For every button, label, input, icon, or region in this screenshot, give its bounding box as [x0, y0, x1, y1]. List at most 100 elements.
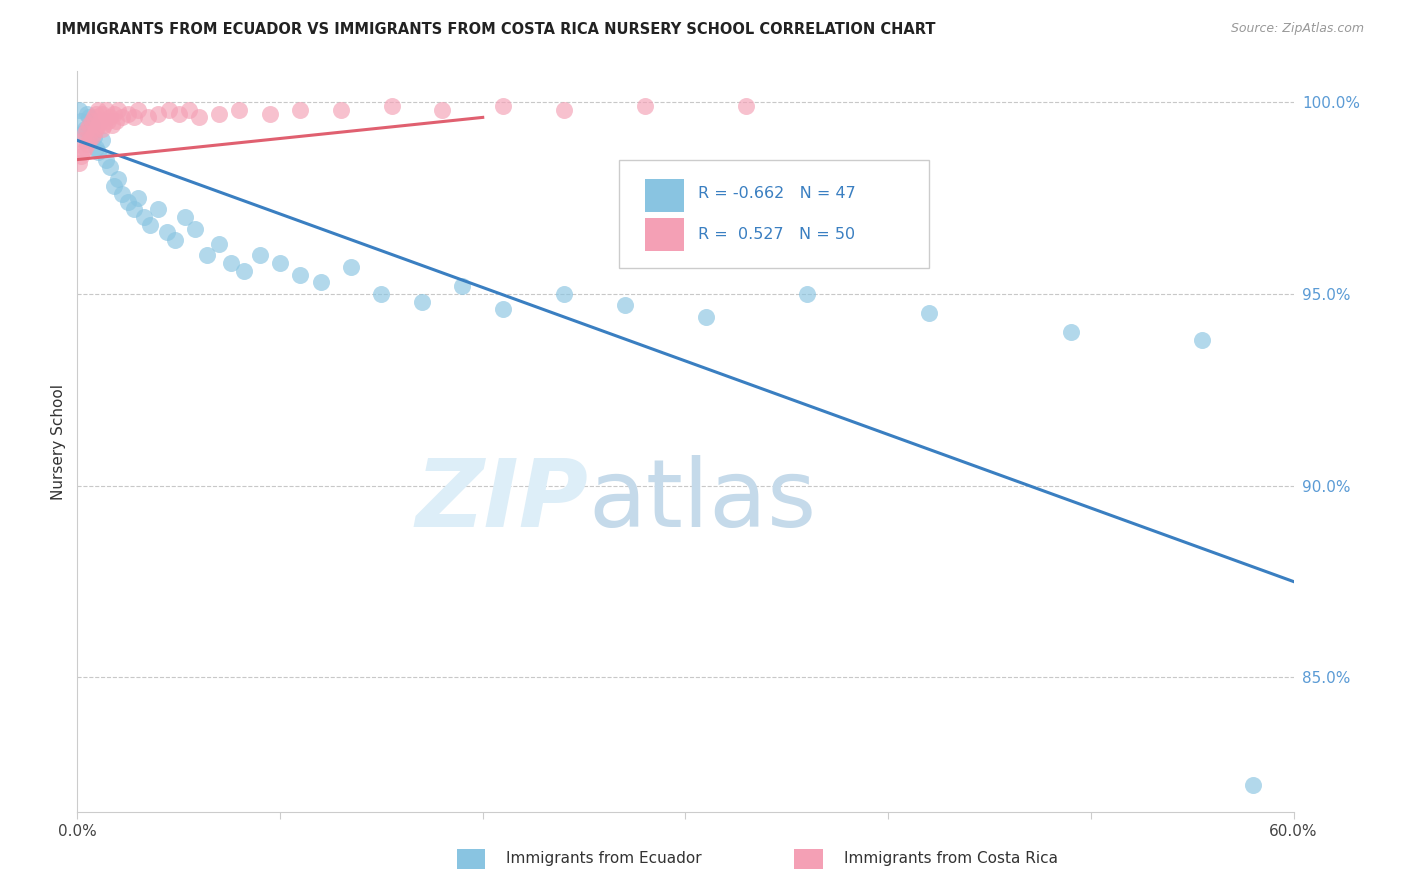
Point: [97, 114, 120, 128]
Point: [67, 103, 90, 117]
Point: [290, 268, 312, 282]
Point: [177, 103, 200, 117]
Point: [104, 114, 127, 128]
Point: [111, 111, 134, 125]
Point: [84, 141, 107, 155]
Point: [232, 264, 254, 278]
Point: [553, 286, 575, 301]
Point: [94, 153, 117, 167]
Text: Source: ZipAtlas.com: Source: ZipAtlas.com: [1230, 22, 1364, 36]
Text: IMMIGRANTS FROM ECUADOR VS IMMIGRANTS FROM COSTA RICA NURSERY SCHOOL CORRELATION: IMMIGRANTS FROM ECUADOR VS IMMIGRANTS FR…: [56, 22, 936, 37]
Point: [70, 149, 93, 163]
Point: [1059, 325, 1081, 339]
Point: [122, 111, 145, 125]
Point: [122, 202, 145, 217]
Point: [90, 133, 112, 147]
Point: [188, 111, 211, 125]
Point: [103, 106, 125, 120]
Point: [94, 103, 117, 117]
Point: [67, 156, 90, 170]
FancyBboxPatch shape: [619, 161, 929, 268]
Point: [796, 286, 818, 301]
Text: R = -0.662   N = 47: R = -0.662 N = 47: [697, 186, 855, 201]
Point: [83, 111, 105, 125]
Point: [127, 191, 149, 205]
Point: [83, 129, 105, 144]
Point: [86, 118, 108, 132]
Point: [492, 302, 515, 317]
Point: [84, 106, 107, 120]
Point: [411, 294, 433, 309]
Point: [259, 106, 281, 120]
Point: [90, 106, 112, 120]
Point: [86, 103, 108, 117]
Point: [208, 237, 231, 252]
Point: [79, 133, 101, 147]
Point: [103, 179, 125, 194]
Point: [80, 129, 103, 144]
Point: [101, 118, 124, 132]
Point: [918, 306, 941, 320]
Point: [155, 226, 177, 240]
Point: [83, 126, 105, 140]
Point: [75, 141, 97, 155]
Point: [329, 103, 352, 117]
Point: [1241, 778, 1264, 792]
Point: [136, 111, 159, 125]
Point: [148, 106, 170, 120]
Point: [76, 122, 98, 136]
Text: atlas: atlas: [588, 455, 817, 547]
Point: [340, 260, 363, 274]
Point: [735, 99, 758, 113]
Text: R =  0.527   N = 50: R = 0.527 N = 50: [697, 227, 855, 242]
Point: [75, 126, 97, 140]
Point: [93, 118, 115, 132]
Y-axis label: Nursery School: Nursery School: [51, 384, 66, 500]
Point: [98, 111, 121, 125]
Point: [173, 210, 195, 224]
Point: [80, 118, 103, 132]
Point: [117, 106, 139, 120]
Point: [208, 106, 231, 120]
Point: [111, 187, 134, 202]
Point: [163, 233, 186, 247]
Point: [72, 126, 94, 140]
Point: [249, 248, 271, 262]
Point: [451, 279, 474, 293]
Point: [613, 298, 636, 312]
Point: [75, 122, 97, 136]
Point: [430, 103, 453, 117]
Point: [70, 114, 93, 128]
Point: [89, 114, 111, 128]
Point: [79, 111, 101, 125]
Point: [76, 106, 98, 120]
Point: [107, 171, 129, 186]
Point: [117, 194, 139, 209]
Point: [72, 145, 94, 159]
Point: [80, 114, 103, 128]
Point: [370, 286, 392, 301]
Point: [90, 122, 112, 136]
Point: [76, 137, 98, 152]
Point: [695, 310, 717, 324]
Point: [553, 103, 575, 117]
Point: [157, 103, 180, 117]
Point: [492, 99, 515, 113]
Point: [84, 122, 107, 136]
Point: [634, 99, 657, 113]
Point: [139, 218, 162, 232]
Point: [107, 103, 129, 117]
Point: [127, 103, 149, 117]
Point: [228, 103, 250, 117]
Point: [221, 256, 243, 270]
Point: [134, 210, 156, 224]
Point: [167, 106, 190, 120]
Bar: [645, 178, 685, 212]
Text: ZIP: ZIP: [415, 455, 588, 547]
Point: [98, 161, 121, 175]
Point: [195, 248, 218, 262]
Bar: [645, 218, 685, 252]
Point: [290, 103, 312, 117]
Point: [79, 118, 101, 132]
Point: [309, 276, 332, 290]
